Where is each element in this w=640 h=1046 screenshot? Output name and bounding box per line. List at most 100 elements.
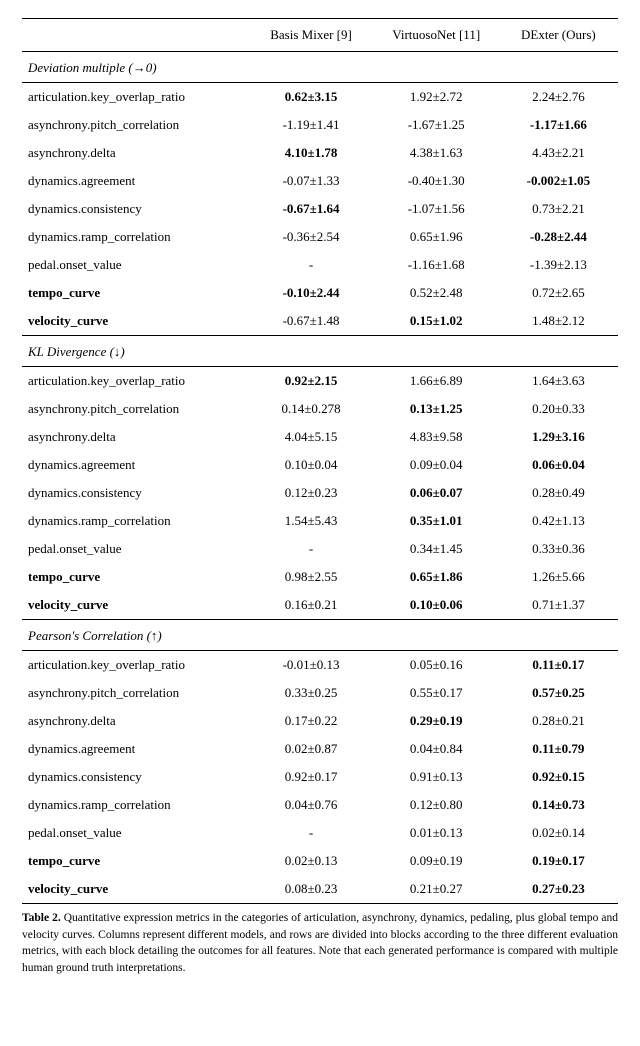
cell-value: -0.01±0.13	[248, 651, 373, 680]
cell-value: 1.48±2.12	[499, 307, 618, 336]
row-label: asynchrony.pitch_correlation	[22, 395, 248, 423]
cell-value: 0.20±0.33	[499, 395, 618, 423]
header-row: Basis Mixer [9] VirtuosoNet [11] DExter …	[22, 19, 618, 52]
section-title: KL Divergence (↓)	[22, 336, 618, 367]
section-title: Deviation multiple (→0)	[22, 52, 618, 83]
cell-value: 0.11±0.79	[499, 735, 618, 763]
table-row: pedal.onset_value-0.01±0.130.02±0.14	[22, 819, 618, 847]
cell-value: -1.19±1.41	[248, 111, 373, 139]
caption-label: Table 2.	[22, 912, 61, 924]
row-label: dynamics.agreement	[22, 167, 248, 195]
cell-value: 0.92±0.15	[499, 763, 618, 791]
table-row: dynamics.consistency0.12±0.230.06±0.070.…	[22, 479, 618, 507]
cell-value: 0.92±0.17	[248, 763, 373, 791]
cell-value: 0.42±1.13	[499, 507, 618, 535]
table-row: pedal.onset_value--1.16±1.68-1.39±2.13	[22, 251, 618, 279]
cell-value: 0.11±0.17	[499, 651, 618, 680]
cell-value: 0.33±0.36	[499, 535, 618, 563]
section-title: Pearson's Correlation (↑)	[22, 620, 618, 651]
cell-value: 4.04±5.15	[248, 423, 373, 451]
cell-value: -1.07±1.56	[374, 195, 499, 223]
cell-value: 0.21±0.27	[374, 875, 499, 904]
table-row: tempo_curve0.02±0.130.09±0.190.19±0.17	[22, 847, 618, 875]
cell-value: 0.17±0.22	[248, 707, 373, 735]
section-header: Pearson's Correlation (↑)	[22, 620, 618, 651]
table-row: asynchrony.pitch_correlation0.14±0.2780.…	[22, 395, 618, 423]
cell-value: -0.36±2.54	[248, 223, 373, 251]
cell-value: 4.83±9.58	[374, 423, 499, 451]
cell-value: 4.10±1.78	[248, 139, 373, 167]
row-label: velocity_curve	[22, 307, 248, 336]
row-label: asynchrony.pitch_correlation	[22, 679, 248, 707]
cell-value: -0.67±1.48	[248, 307, 373, 336]
row-label: dynamics.consistency	[22, 195, 248, 223]
row-label: tempo_curve	[22, 847, 248, 875]
cell-value: 0.29±0.19	[374, 707, 499, 735]
table-row: articulation.key_overlap_ratio-0.01±0.13…	[22, 651, 618, 680]
cell-value: 0.34±1.45	[374, 535, 499, 563]
row-label: dynamics.consistency	[22, 479, 248, 507]
table-row: asynchrony.delta4.04±5.154.83±9.581.29±3…	[22, 423, 618, 451]
cell-value: 1.26±5.66	[499, 563, 618, 591]
cell-value: 0.10±0.04	[248, 451, 373, 479]
cell-value: 0.65±1.86	[374, 563, 499, 591]
table-row: dynamics.ramp_correlation0.04±0.760.12±0…	[22, 791, 618, 819]
row-label: articulation.key_overlap_ratio	[22, 651, 248, 680]
cell-value: -	[248, 819, 373, 847]
cell-value: 0.12±0.23	[248, 479, 373, 507]
cell-value: 0.10±0.06	[374, 591, 499, 620]
row-label: tempo_curve	[22, 563, 248, 591]
cell-value: 1.29±3.16	[499, 423, 618, 451]
cell-value: -1.67±1.25	[374, 111, 499, 139]
col-header-basis-mixer: Basis Mixer [9]	[248, 19, 373, 52]
cell-value: 0.13±1.25	[374, 395, 499, 423]
cell-value: 4.38±1.63	[374, 139, 499, 167]
row-label: dynamics.ramp_correlation	[22, 507, 248, 535]
row-label: asynchrony.delta	[22, 707, 248, 735]
table-row: dynamics.consistency0.92±0.170.91±0.130.…	[22, 763, 618, 791]
cell-value: 0.14±0.278	[248, 395, 373, 423]
table-row: velocity_curve0.16±0.210.10±0.060.71±1.3…	[22, 591, 618, 620]
row-label: pedal.onset_value	[22, 535, 248, 563]
row-label: dynamics.agreement	[22, 735, 248, 763]
cell-value: 0.02±0.13	[248, 847, 373, 875]
table-row: velocity_curve0.08±0.230.21±0.270.27±0.2…	[22, 875, 618, 904]
cell-value: -0.002±1.05	[499, 167, 618, 195]
cell-value: 0.01±0.13	[374, 819, 499, 847]
row-label: dynamics.ramp_correlation	[22, 223, 248, 251]
cell-value: 0.92±2.15	[248, 367, 373, 396]
cell-value: -	[248, 251, 373, 279]
section-header: KL Divergence (↓)	[22, 336, 618, 367]
table-row: dynamics.agreement0.10±0.040.09±0.040.06…	[22, 451, 618, 479]
cell-value: 0.55±0.17	[374, 679, 499, 707]
cell-value: 0.65±1.96	[374, 223, 499, 251]
table-row: tempo_curve0.98±2.550.65±1.861.26±5.66	[22, 563, 618, 591]
section-header: Deviation multiple (→0)	[22, 52, 618, 83]
cell-value: 0.62±3.15	[248, 83, 373, 112]
cell-value: 0.71±1.37	[499, 591, 618, 620]
cell-value: 0.72±2.65	[499, 279, 618, 307]
table-row: articulation.key_overlap_ratio0.92±2.15 1…	[22, 367, 618, 396]
col-header-dexter: DExter (Ours)	[499, 19, 618, 52]
table-row: asynchrony.pitch_correlation0.33±0.250.5…	[22, 679, 618, 707]
cell-value: 0.08±0.23	[248, 875, 373, 904]
cell-value: -0.67±1.64	[248, 195, 373, 223]
cell-value: 0.09±0.04	[374, 451, 499, 479]
table-row: asynchrony.pitch_correlation-1.19±1.41-1…	[22, 111, 618, 139]
table-row: articulation.key_overlap_ratio0.62±3.151…	[22, 83, 618, 112]
row-label: asynchrony.delta	[22, 139, 248, 167]
cell-value: -0.07±1.33	[248, 167, 373, 195]
row-label: velocity_curve	[22, 591, 248, 620]
cell-value: 0.02±0.87	[248, 735, 373, 763]
row-label: articulation.key_overlap_ratio	[22, 367, 248, 396]
row-label: dynamics.ramp_correlation	[22, 791, 248, 819]
cell-value: 1.64±3.63	[499, 367, 618, 396]
table-row: dynamics.agreement-0.07±1.33-0.40±1.30-0…	[22, 167, 618, 195]
cell-value: 0.35±1.01	[374, 507, 499, 535]
cell-value: 1.92±2.72	[374, 83, 499, 112]
cell-value: -1.17±1.66	[499, 111, 618, 139]
caption-text: Quantitative expression metrics in the c…	[22, 912, 618, 974]
row-label: pedal.onset_value	[22, 251, 248, 279]
cell-value: 0.91±0.13	[374, 763, 499, 791]
cell-value: 0.98±2.55	[248, 563, 373, 591]
